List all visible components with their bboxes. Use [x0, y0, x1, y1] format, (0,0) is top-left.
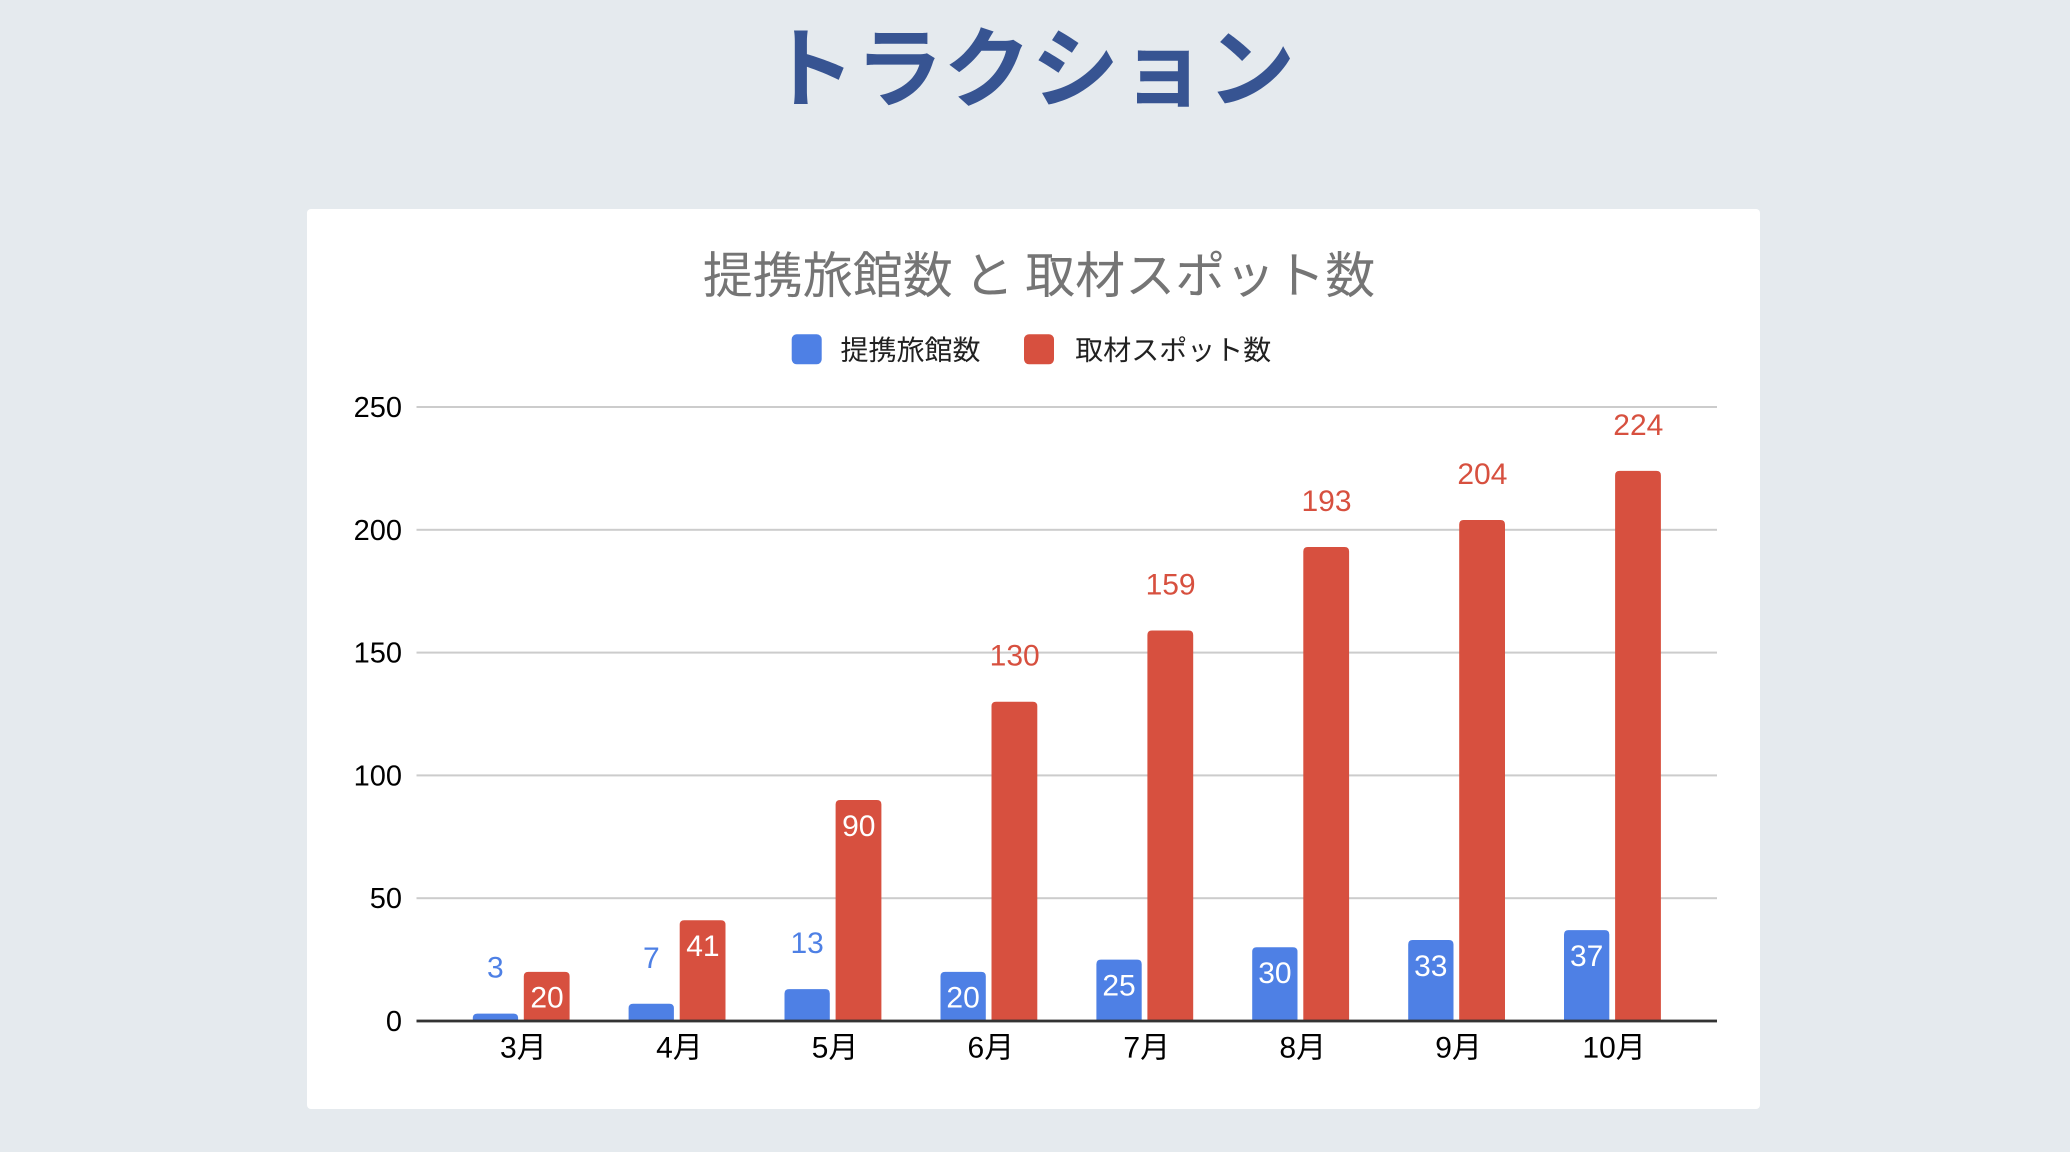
svg-text:13: 13 [791, 927, 824, 960]
svg-text:50: 50 [370, 883, 402, 915]
svg-text:37: 37 [1570, 940, 1603, 973]
svg-text:150: 150 [354, 638, 402, 670]
svg-text:41: 41 [686, 930, 719, 963]
svg-text:204: 204 [1457, 458, 1507, 491]
svg-text:250: 250 [354, 392, 402, 424]
svg-text:20: 20 [530, 982, 563, 1015]
svg-text:0: 0 [386, 1006, 402, 1038]
svg-text:224: 224 [1613, 409, 1663, 442]
svg-text:25: 25 [1102, 969, 1135, 1002]
svg-text:30: 30 [1258, 957, 1291, 990]
svg-text:90: 90 [842, 810, 875, 843]
svg-text:193: 193 [1301, 485, 1351, 518]
svg-text:100: 100 [354, 760, 402, 792]
svg-text:33: 33 [1414, 950, 1447, 983]
svg-text:3: 3 [487, 952, 504, 985]
svg-text:130: 130 [990, 640, 1040, 673]
svg-text:200: 200 [354, 515, 402, 547]
svg-text:7: 7 [643, 942, 660, 975]
svg-text:20: 20 [946, 982, 979, 1015]
svg-text:159: 159 [1146, 569, 1196, 602]
